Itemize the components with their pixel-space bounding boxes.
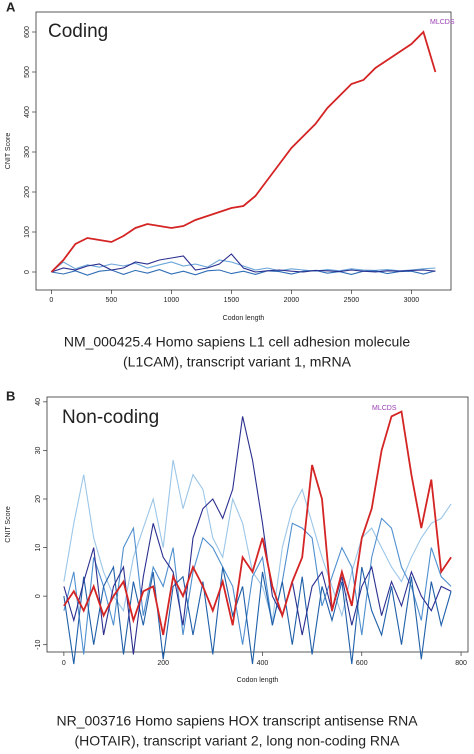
x-axis-label: Codon length [237, 677, 279, 684]
y-tick-label: -10 [35, 640, 42, 650]
x-tick-label: 2000 [284, 297, 300, 304]
x-tick-label: 1000 [164, 297, 180, 304]
y-tick-label: 10 [35, 544, 42, 552]
series-line [63, 416, 452, 655]
annotation: MLCDS [372, 405, 397, 412]
annotation: Non-coding [62, 407, 159, 428]
plot-frame [35, 11, 452, 291]
y-tick-label: 40 [35, 398, 42, 406]
series-line [63, 459, 452, 621]
series-line [51, 253, 436, 273]
y-tick-label: 400 [24, 106, 31, 118]
y-tick-label: 100 [24, 226, 31, 238]
series-line [63, 517, 452, 655]
x-axis-label: Codon length [223, 315, 265, 322]
x-tick-label: 1500 [224, 297, 240, 304]
series-line [63, 410, 452, 636]
series-line [51, 259, 436, 273]
y-tick-label: 300 [24, 146, 31, 158]
series-line [51, 269, 436, 276]
caption-line: NR_003716 Homo sapiens HOX transcript an… [56, 713, 418, 729]
annotation: MLCDS [430, 19, 455, 26]
x-tick-label: 2500 [344, 297, 360, 304]
y-axis-label: CNIT Score [5, 506, 12, 543]
caption-line: (L1CAM), transcript variant 1, mRNA [123, 354, 352, 370]
y-tick-label: 30 [35, 446, 42, 454]
caption-line: (HOTAIR), transcript variant 2, long non… [75, 733, 401, 749]
x-tick-label: 600 [356, 660, 368, 667]
x-tick-label: 200 [157, 660, 169, 667]
y-tick-label: 0 [35, 594, 42, 598]
panel-label: B [6, 388, 15, 403]
x-tick-label: 400 [257, 660, 269, 667]
y-tick-label: 200 [24, 186, 31, 198]
x-tick-label: 3000 [404, 297, 420, 304]
y-axis-label: CNIT Score [5, 133, 12, 170]
plot-frame [46, 396, 469, 653]
x-tick-label: 0 [62, 660, 66, 667]
panel-label: A [6, 0, 16, 14]
caption-line: NM_000425.4 Homo sapiens L1 cell adhesio… [64, 334, 411, 350]
y-tick-label: 0 [24, 270, 31, 274]
x-tick-label: 500 [106, 297, 118, 304]
y-tick-label: 20 [35, 495, 42, 503]
annotation: Coding [48, 21, 108, 42]
x-tick-label: 800 [455, 660, 467, 667]
x-tick-label: 0 [49, 297, 53, 304]
y-tick-label: 600 [24, 26, 31, 38]
y-tick-label: 500 [24, 66, 31, 78]
series-line [63, 565, 452, 665]
series-line [50, 30, 437, 273]
